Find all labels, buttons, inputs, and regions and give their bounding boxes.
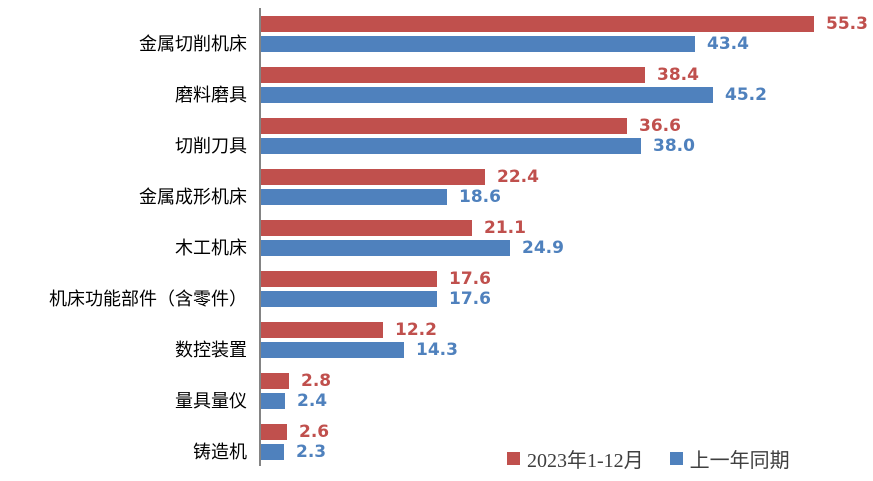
value-label-previous: 45.2 (725, 85, 767, 105)
value-label-current: 55.3 (826, 14, 868, 34)
bar-row-previous: 金属成形机床 18.6 (0, 187, 873, 207)
value-label-previous: 18.6 (459, 187, 501, 207)
value-label-current: 17.6 (449, 269, 491, 289)
value-label-current: 36.6 (639, 116, 681, 136)
category-label: 机床功能部件（含零件） (49, 289, 247, 309)
bar-current-period (261, 169, 485, 185)
category-label: 金属成形机床 (139, 187, 247, 207)
category-label: 量具量仪 (175, 391, 247, 411)
bar-row-current: 2.8 (0, 371, 873, 391)
category-label: 木工机床 (175, 238, 247, 258)
y-axis-line (259, 8, 261, 466)
bar-row-previous: 机床功能部件（含零件） 17.6 (0, 289, 873, 309)
category-label: 切削刀具 (175, 136, 247, 156)
bar-row-current: 22.4 (0, 167, 873, 187)
category-group: 17.6 机床功能部件（含零件） 17.6 (0, 269, 873, 309)
value-label-previous: 43.4 (707, 34, 749, 54)
bar-previous-period (261, 189, 447, 205)
bar-row-previous: 金属切削机床 43.4 (0, 34, 873, 54)
value-label-current: 22.4 (497, 167, 539, 187)
value-label-previous: 24.9 (522, 238, 564, 258)
bar-current-period (261, 118, 627, 134)
bar-current-period (261, 220, 472, 236)
bar-row-current: 38.4 (0, 65, 873, 85)
bar-row-previous: 量具量仪 2.4 (0, 391, 873, 411)
legend-label-current: 2023年1-12月 (527, 450, 644, 472)
bar-previous-period (261, 342, 404, 358)
bar-row-previous: 铸造机 2.3 (0, 442, 873, 462)
bar-previous-period (261, 444, 284, 460)
bar-previous-period (261, 87, 713, 103)
category-group: 12.2 数控装置 14.3 (0, 320, 873, 360)
category-label: 磨料磨具 (175, 85, 247, 105)
bar-previous-period (261, 138, 641, 154)
bar-current-period (261, 373, 289, 389)
bar-current-period (261, 271, 437, 287)
legend-label-previous: 上一年同期 (689, 450, 790, 472)
value-label-previous: 2.3 (296, 442, 327, 462)
category-group: 22.4 金属成形机床 18.6 (0, 167, 873, 207)
category-label: 数控装置 (175, 340, 247, 360)
category-group: 21.1 木工机床 24.9 (0, 218, 873, 258)
value-label-current: 38.4 (657, 65, 699, 85)
category-label: 铸造机 (193, 442, 247, 462)
category-group: 55.3 金属切削机床 43.4 (0, 14, 873, 54)
bar-row-current: 2.6 (0, 422, 873, 442)
bar-previous-period (261, 393, 285, 409)
value-label-previous: 17.6 (449, 289, 491, 309)
value-label-previous: 14.3 (416, 340, 458, 360)
bar-current-period (261, 16, 814, 32)
value-label-current: 2.6 (299, 422, 330, 442)
value-label-current: 2.8 (301, 371, 332, 391)
bar-row-current: 12.2 (0, 320, 873, 340)
bar-current-period (261, 424, 287, 440)
bar-previous-period (261, 240, 510, 256)
bar-row-current: 55.3 (0, 14, 873, 34)
bar-row-previous: 磨料磨具 45.2 (0, 85, 873, 105)
legend-swatch-current-icon (507, 452, 520, 465)
bar-row-previous: 切削刀具 38.0 (0, 136, 873, 156)
bar-row-previous: 数控装置 14.3 (0, 340, 873, 360)
bar-row-current: 17.6 (0, 269, 873, 289)
legend: 2023年1-12月 上一年同期 (507, 444, 790, 473)
category-group: 36.6 切削刀具 38.0 (0, 116, 873, 156)
value-label-current: 21.1 (484, 218, 526, 238)
category-group: 38.4 磨料磨具 45.2 (0, 65, 873, 105)
chart-plot-area: 55.3 金属切削机床 43.4 38.4 磨料磨具 45.2 36.6 切削刀具 38.0 22… (0, 16, 873, 475)
category-label: 金属切削机床 (139, 34, 247, 54)
category-group: 2.8 量具量仪 2.4 (0, 371, 873, 411)
value-label-previous: 2.4 (297, 391, 328, 411)
category-group: 2.6 铸造机 2.3 (0, 422, 873, 462)
bar-current-period (261, 322, 383, 338)
bar-row-previous: 木工机床 24.9 (0, 238, 873, 258)
bar-previous-period (261, 291, 437, 307)
bar-row-current: 36.6 (0, 116, 873, 136)
bar-previous-period (261, 36, 695, 52)
bar-row-current: 21.1 (0, 218, 873, 238)
bar-current-period (261, 67, 645, 83)
legend-swatch-previous-icon (669, 452, 683, 465)
value-label-current: 12.2 (395, 320, 437, 340)
value-label-previous: 38.0 (653, 136, 695, 156)
